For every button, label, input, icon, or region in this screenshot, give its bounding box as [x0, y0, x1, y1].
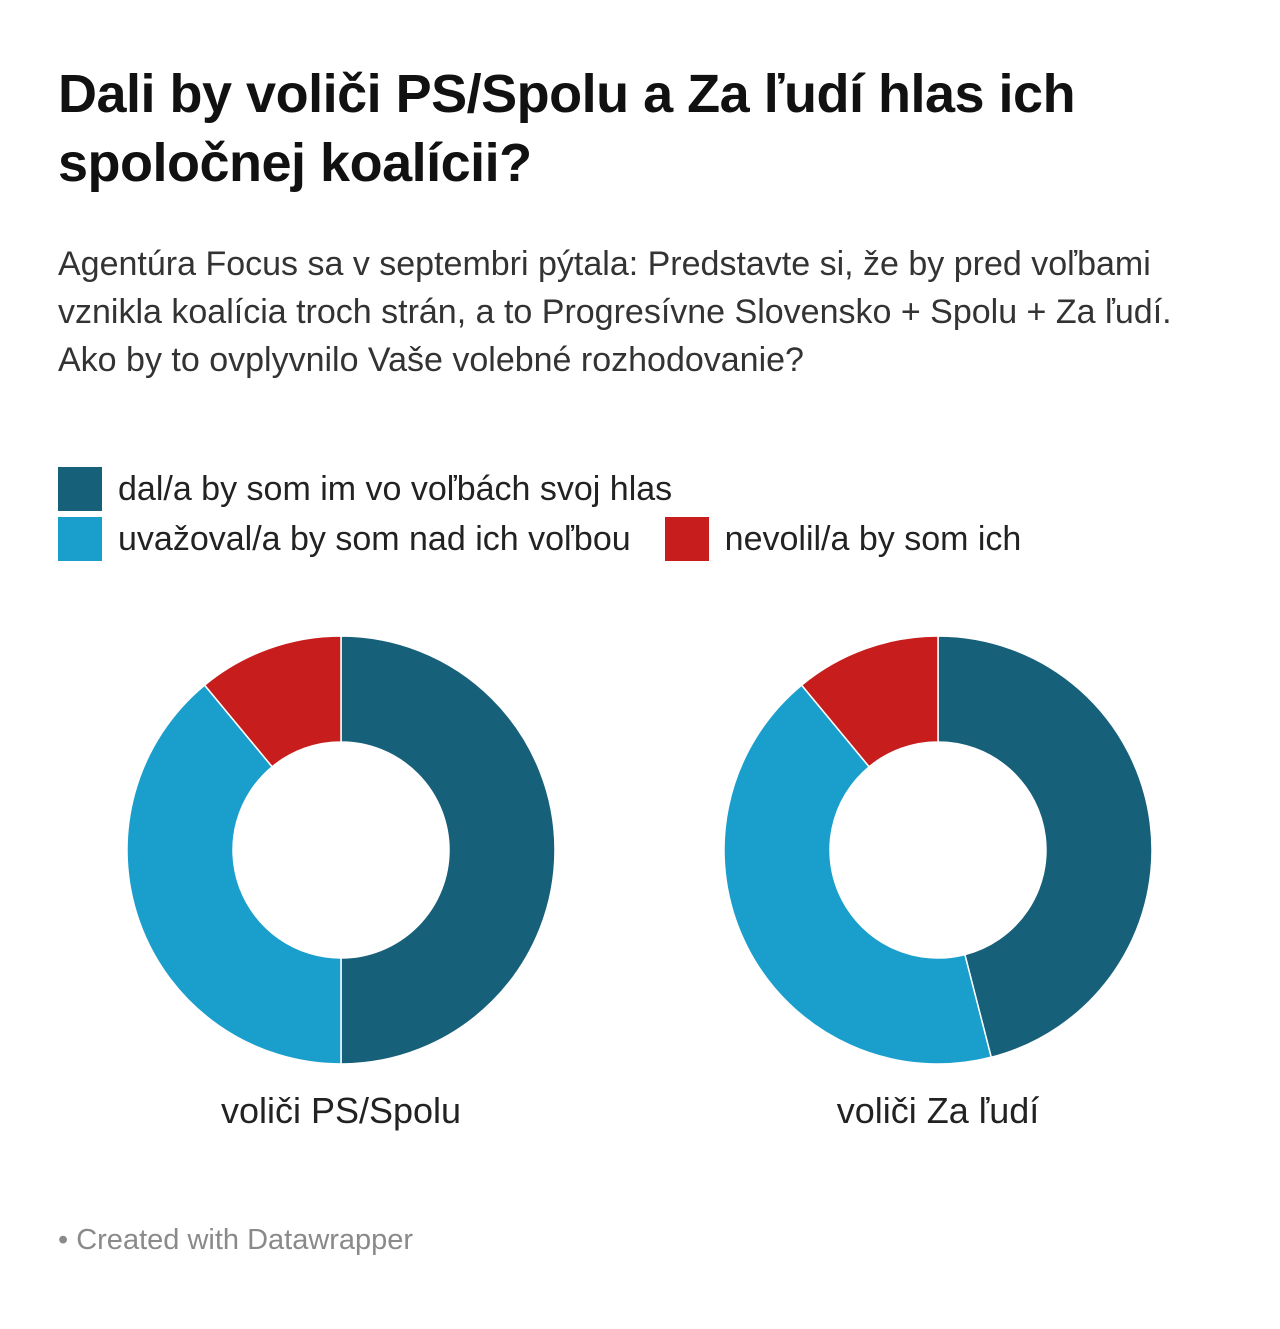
donut-slice-vote [340, 635, 556, 1065]
legend-swatch-not-vote [664, 517, 709, 561]
legend-item-not-vote: nevolil/a by som ich [664, 517, 1022, 561]
legend-swatch-consider [58, 517, 102, 561]
footer-credit: • Created with Datawrapper [58, 1224, 414, 1256]
chart-label-za-ludi: voliči Za ľudí [836, 1090, 1040, 1131]
legend-row-1: dal/a by som im vo voľbách svoj hlas [58, 464, 1228, 514]
donut-svg-ps-spolu [126, 635, 556, 1065]
legend-row-2: uvažoval/a by som nad ich voľbou nevolil… [58, 514, 1228, 564]
donut-slice-vote [937, 635, 1153, 1059]
donut-chart-ps-spolu: voliči PS/Spolu [111, 620, 571, 1150]
chart-title: Dali by voliči PS/Spolu a Za ľudí hlas i… [58, 64, 1076, 193]
legend-label-vote: dal/a by som im vo voľbách svoj hlas [118, 469, 673, 508]
chart-label-ps-spolu: voliči PS/Spolu [220, 1090, 462, 1131]
legend-label-consider: uvažoval/a by som nad ich voľbou [118, 519, 631, 558]
legend: dal/a by som im vo voľbách svoj hlas uva… [58, 464, 1228, 564]
legend-label-not-vote: nevolil/a by som ich [724, 519, 1022, 558]
chart-subtitle: Agentúra Focus sa v septembri pýtala: Pr… [58, 245, 1172, 379]
donut-slice-consider [126, 684, 342, 1065]
legend-swatch-vote [58, 467, 102, 511]
legend-item-consider: uvažoval/a by som nad ich voľbou [58, 517, 631, 561]
legend-item-vote: dal/a by som im vo voľbách svoj hlas [58, 467, 672, 511]
donut-svg-za-ludi [723, 635, 1153, 1065]
donut-slice-consider [723, 684, 993, 1065]
donut-chart-za-ludi: voliči Za ľudí [708, 620, 1168, 1150]
donut-slice-not-vote [800, 635, 939, 768]
donut-slice-not-vote [203, 635, 342, 768]
